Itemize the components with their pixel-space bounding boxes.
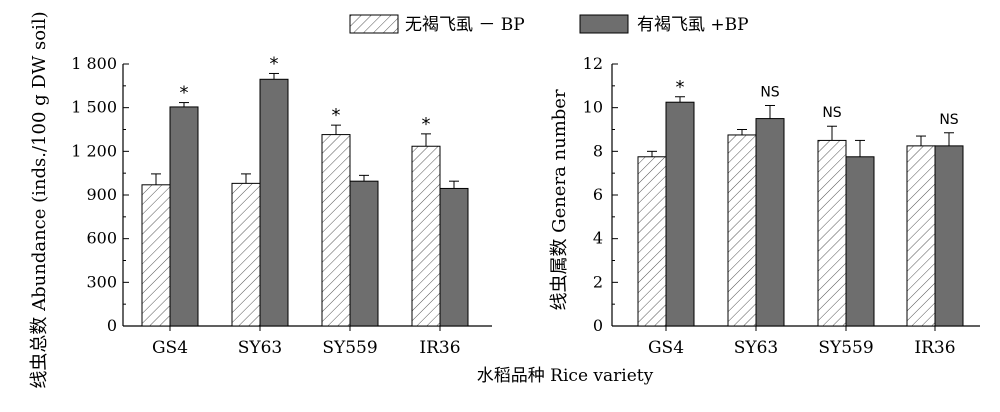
- y-axis-label: 线虫总数 Abundance (inds./100 g DW soil): [29, 11, 50, 388]
- significance-label: *: [676, 77, 685, 98]
- legend-swatch-solid: [579, 14, 629, 34]
- significance-label: *: [180, 83, 189, 104]
- chart-panel-2: 0 2 4 6 8 10 12 线虫属数 Genera number GS4 * SY63 NS SY5…: [549, 54, 980, 358]
- legend: 无褐飞虱 － BP 有褐飞虱 +BP: [349, 14, 749, 35]
- legend-swatch-hatch: [349, 14, 399, 34]
- significance-label: *: [332, 105, 341, 126]
- bar-no-bp: [321, 134, 351, 327]
- y-tick-label: 300: [86, 272, 117, 291]
- chart-panel-1: 0 300 600 900 1 200 1 500 1 800 线虫总数 Abundance …: [29, 11, 492, 389]
- bar-with-bp: [169, 106, 199, 327]
- significance-label: *: [270, 53, 279, 74]
- x-tick-label: GS4: [152, 338, 188, 358]
- bar-with-bp: [665, 101, 695, 327]
- y-axis-label-en: Genera number: [549, 89, 570, 233]
- bar-no-bp: [141, 184, 171, 327]
- significance-label: NS: [760, 84, 779, 100]
- x-tick-label: SY559: [322, 338, 377, 358]
- y-tick-label: 4: [593, 229, 603, 248]
- bar-no-bp: [906, 145, 936, 327]
- bar-with-bp: [845, 156, 875, 327]
- y-axis-label-cn: 线虫属数: [549, 233, 570, 311]
- y-tick-label: 10: [583, 98, 603, 117]
- significance-label: NS: [939, 112, 958, 128]
- chart-panels: 0 300 600 900 1 200 1 500 1 800 线虫总数 Abundance …: [29, 11, 980, 389]
- y-axis-label: 线虫属数 Genera number: [549, 89, 570, 310]
- x-tick-label: SY559: [818, 338, 873, 358]
- y-tick-label: 2: [593, 272, 603, 291]
- y-axis-label-en: Abundance (inds./100 g DW soil): [29, 11, 50, 312]
- y-tick-label: 1 800: [71, 54, 117, 73]
- bar-with-bp: [934, 145, 964, 327]
- bar-no-bp: [637, 156, 667, 327]
- y-tick-label: 0: [107, 316, 117, 335]
- bar-no-bp: [727, 134, 757, 327]
- y-tick-label: 0: [593, 316, 603, 335]
- x-tick-label: SY63: [238, 338, 283, 358]
- y-axis-label-cn: 线虫总数: [29, 311, 50, 389]
- y-tick-label: 600: [86, 229, 117, 248]
- x-tick-label: SY63: [734, 338, 779, 358]
- x-tick-label: IR36: [419, 338, 460, 358]
- bar-with-bp: [755, 118, 785, 327]
- significance-label: *: [422, 114, 431, 135]
- x-tick-label: GS4: [648, 338, 684, 358]
- y-tick-label: 900: [86, 185, 117, 204]
- x-axis-label: 水稻品种 Rice variety: [477, 366, 654, 386]
- bar-with-bp: [439, 187, 469, 327]
- bar-no-bp: [231, 182, 261, 327]
- significance-label: NS: [822, 105, 841, 121]
- bar-with-bp: [259, 78, 289, 327]
- y-tick-label: 12: [583, 54, 603, 73]
- bar-with-bp: [349, 180, 379, 327]
- legend-label-with-bp: 有褐飞虱 +BP: [637, 15, 749, 35]
- y-tick-label: 8: [593, 141, 603, 160]
- y-tick-label: 1 200: [71, 141, 117, 160]
- legend-label-no-bp: 无褐飞虱 － BP: [405, 15, 525, 35]
- bar-no-bp: [411, 145, 441, 327]
- y-tick-label: 1 500: [71, 98, 117, 117]
- y-tick-label: 6: [593, 185, 603, 204]
- x-tick-label: IR36: [914, 338, 955, 358]
- bar-no-bp: [817, 139, 847, 327]
